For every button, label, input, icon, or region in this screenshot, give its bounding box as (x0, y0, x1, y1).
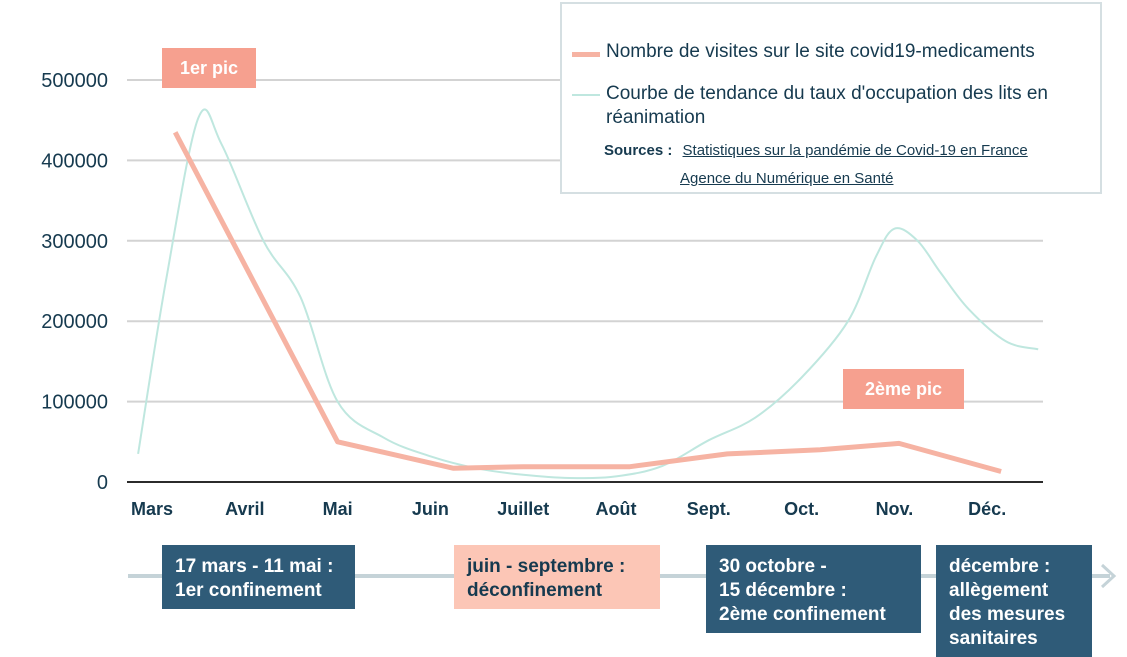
period-text: 17 mars - 11 mai : (175, 556, 334, 577)
period-text: 15 décembre : (719, 580, 847, 601)
source-link-ans[interactable]: Agence du Numérique en Santé (680, 170, 894, 187)
x-tick-label: Déc. (968, 499, 1006, 519)
peak1-label: 1er pic (162, 48, 256, 88)
x-tick-label: Mars (131, 499, 173, 519)
source-link-covid-stats[interactable]: Statistiques sur la pandémie de Covid-19… (682, 142, 1028, 159)
x-tick-label: Juillet (497, 499, 549, 519)
legend-item-visits: Nombre de visites sur le site covid19-me… (572, 40, 1096, 64)
sources-label: Sources : (604, 142, 673, 159)
legend-item-trend: Courbe de tendance du taux d'occupation … (572, 82, 1096, 130)
sources: Sources : Statistiques sur la pandémie d… (604, 137, 1028, 187)
period-text: juin - septembre : (467, 556, 626, 577)
period-text: décembre : (949, 556, 1051, 577)
x-tick-label: Nov. (876, 499, 914, 519)
period-text: 30 octobre - (719, 556, 827, 577)
x-tick-label: Mai (323, 499, 353, 519)
legend-swatch-visits (572, 52, 600, 57)
period-text: déconfinement (467, 580, 603, 601)
period-deconfinement: juin - septembre : déconfinement (454, 545, 660, 609)
legend: Nombre de visites sur le site covid19-me… (560, 2, 1102, 194)
y-tick-label: 100000 (41, 392, 108, 414)
peak2-label: 2ème pic (843, 369, 964, 409)
period-text: 1er confinement (175, 580, 322, 601)
y-tick-label: 500000 (41, 70, 108, 92)
x-tick-label: Oct. (784, 499, 819, 519)
period-text: sanitaires (949, 628, 1038, 649)
period-text: allègement (949, 580, 1049, 601)
period-easing: décembre : allègement des mesures sanita… (936, 545, 1092, 657)
legend-swatch-trend (572, 94, 600, 96)
y-tick-label: 0 (97, 472, 108, 494)
legend-label-trend: Courbe de tendance du taux d'occupation … (606, 83, 1048, 128)
visits-series-line (172, 131, 1002, 474)
period-second-lockdown: 30 octobre - 15 décembre : 2ème confinem… (706, 545, 921, 633)
period-first-lockdown: 17 mars - 11 mai : 1er confinement (162, 545, 355, 609)
y-tick-label: 400000 (41, 150, 108, 172)
x-tick-label: Sept. (687, 499, 731, 519)
y-tick-label: 300000 (41, 231, 108, 253)
x-tick-label: Avril (225, 499, 264, 519)
period-text: 2ème confinement (719, 604, 886, 625)
x-tick-label: Juin (412, 499, 449, 519)
trend-series-line (137, 108, 1039, 480)
x-tick-label: Août (596, 499, 637, 519)
y-tick-label: 200000 (41, 311, 108, 333)
legend-label-visits: Nombre de visites sur le site covid19-me… (606, 41, 1035, 62)
period-text: des mesures (949, 604, 1066, 625)
